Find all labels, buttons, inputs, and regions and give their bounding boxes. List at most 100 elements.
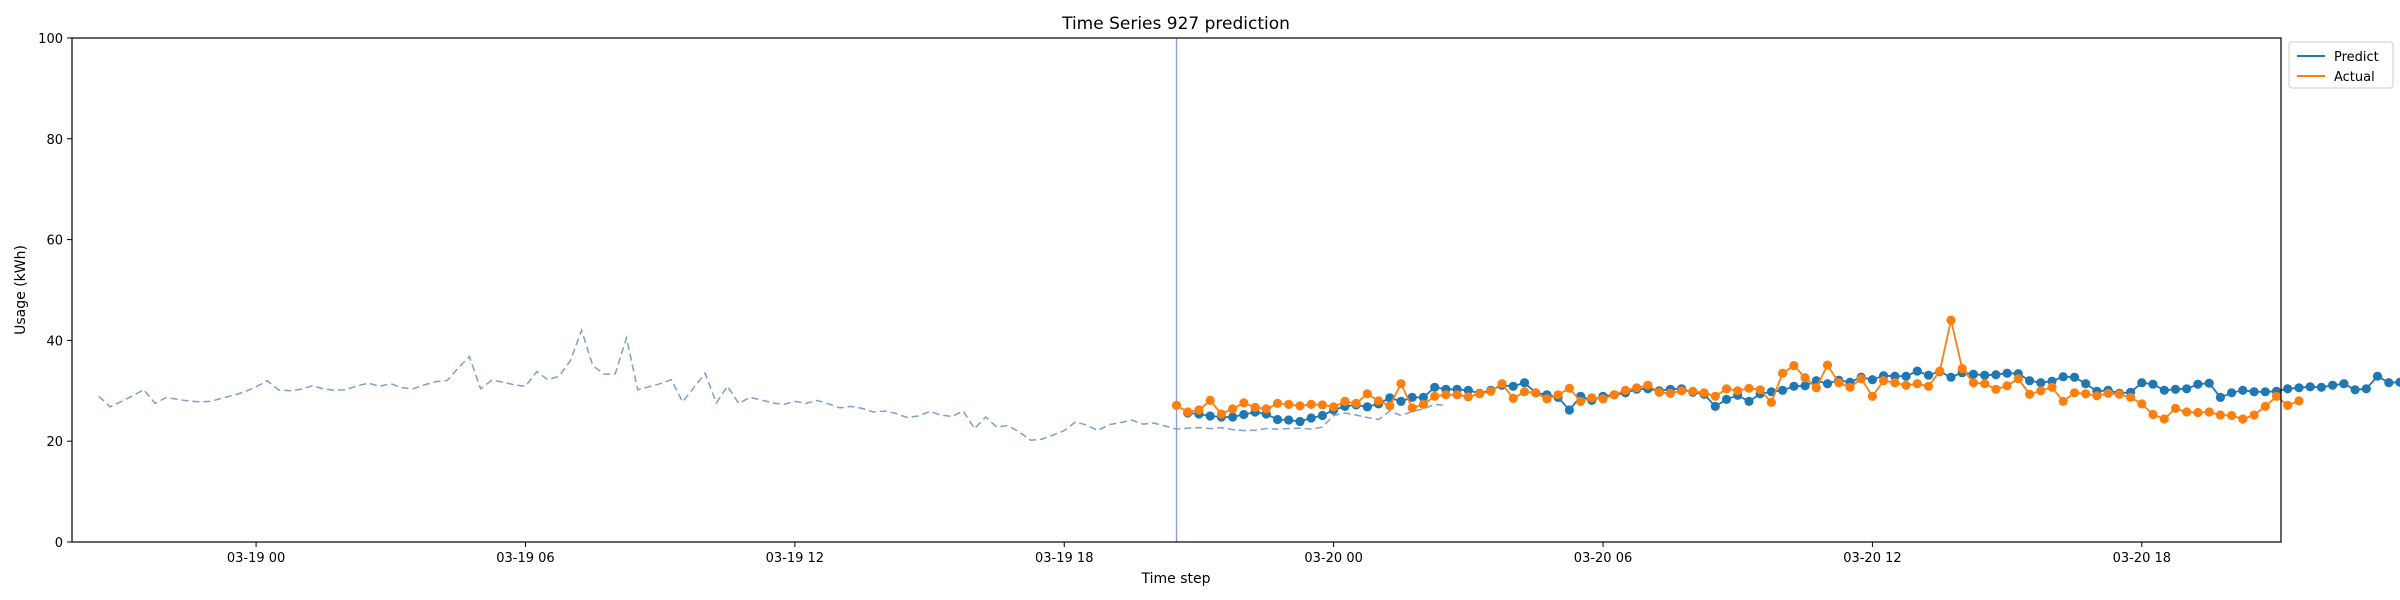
actual-point-26 bbox=[1463, 392, 1473, 402]
actual-point-16 bbox=[1351, 398, 1361, 408]
actual-point-88 bbox=[2159, 414, 2169, 424]
predict-point-20 bbox=[1407, 392, 1417, 402]
actual-point-99 bbox=[2283, 400, 2293, 410]
predict-point-98 bbox=[2283, 384, 2293, 394]
x-tick-label-5: 03-20 06 bbox=[1574, 551, 1632, 566]
actual-point-18 bbox=[1373, 396, 1384, 406]
predict-point-91 bbox=[2204, 378, 2214, 388]
actual-point-79 bbox=[2058, 396, 2068, 406]
predict-point-4 bbox=[1228, 412, 1238, 422]
actual-point-20 bbox=[1396, 379, 1406, 389]
predict-point-30 bbox=[1519, 378, 1530, 388]
predict-point-29 bbox=[1508, 381, 1518, 391]
predict-point-8 bbox=[1272, 414, 1283, 425]
actual-point-47 bbox=[1699, 388, 1709, 398]
actual-point-55 bbox=[1789, 361, 1799, 371]
axes-layer: 0 20 40 60 80 100 03-19 00 03-19 06 03-19 12 03-1… bbox=[38, 32, 2282, 566]
legend-label-predict: Predict bbox=[2334, 50, 2379, 65]
x-tick-label-2: 03-19 12 bbox=[766, 551, 824, 566]
predict-point-19 bbox=[1396, 396, 1406, 406]
actual-point-98 bbox=[2271, 391, 2282, 401]
actual-point-36 bbox=[1576, 396, 1586, 406]
actual-point-35 bbox=[1564, 383, 1574, 393]
actual-point-63 bbox=[1879, 376, 1889, 386]
actual-point-43 bbox=[1654, 387, 1664, 397]
predict-point-102 bbox=[2328, 380, 2338, 390]
actual-point-66 bbox=[1912, 379, 1922, 389]
actual-point-89 bbox=[2170, 403, 2181, 413]
predict-point-100 bbox=[2305, 382, 2315, 392]
actual-point-28 bbox=[1486, 386, 1496, 396]
predict-point-101 bbox=[2316, 382, 2326, 392]
predict-point-72 bbox=[1991, 370, 2001, 380]
actual-point-97 bbox=[2260, 401, 2270, 411]
actual-point-74 bbox=[2002, 381, 2012, 391]
actual-point-87 bbox=[2148, 409, 2158, 420]
actual-point-96 bbox=[2249, 410, 2259, 420]
actual-point-94 bbox=[2227, 410, 2237, 421]
predict-point-76 bbox=[2036, 378, 2046, 388]
actual-point-95 bbox=[2238, 414, 2248, 424]
actual-point-75 bbox=[2013, 374, 2023, 384]
actual-point-33 bbox=[1542, 394, 1552, 404]
actual-point-21 bbox=[1407, 403, 1417, 413]
actual-point-86 bbox=[2137, 399, 2147, 409]
actual-point-40 bbox=[1620, 385, 1631, 395]
actual-point-41 bbox=[1632, 383, 1642, 393]
predict-point-93 bbox=[2227, 388, 2237, 398]
actual-point-15 bbox=[1340, 396, 1350, 406]
actual-point-61 bbox=[1856, 374, 1866, 384]
actual-point-9 bbox=[1272, 398, 1283, 408]
actual-point-44 bbox=[1665, 388, 1675, 398]
predict-point-10 bbox=[1295, 416, 1305, 427]
actual-point-71 bbox=[1968, 378, 1978, 388]
actual-point-59 bbox=[1834, 378, 1844, 388]
actual-point-54 bbox=[1778, 368, 1788, 378]
actual-point-24 bbox=[1441, 390, 1451, 400]
actual-point-80 bbox=[2069, 388, 2080, 398]
actual-point-83 bbox=[2103, 388, 2113, 398]
actual-point-56 bbox=[1800, 373, 1810, 383]
predict-point-99 bbox=[2294, 383, 2304, 393]
predict-point-87 bbox=[2159, 385, 2169, 395]
x-tick-label-0: 03-19 00 bbox=[227, 551, 285, 566]
y-tick-label-5: 100 bbox=[38, 32, 63, 47]
actual-point-72 bbox=[1980, 379, 1990, 389]
legend-label-actual: Actual bbox=[2334, 70, 2375, 85]
actual-point-11 bbox=[1295, 401, 1305, 411]
actual-point-17 bbox=[1362, 389, 1372, 399]
predict-point-66 bbox=[1923, 370, 1934, 380]
predict-point-96 bbox=[2260, 387, 2270, 397]
actual-point-38 bbox=[1598, 394, 1608, 404]
predict-point-11 bbox=[1306, 413, 1316, 423]
x-tick-label-4: 03-20 00 bbox=[1304, 551, 1362, 566]
actual-point-68 bbox=[1935, 366, 1945, 376]
actual-point-93 bbox=[2215, 410, 2225, 420]
actual-point-100 bbox=[2294, 396, 2304, 406]
y-tick-label-3: 60 bbox=[46, 234, 63, 249]
actual-point-10 bbox=[1284, 399, 1294, 409]
predict-point-5 bbox=[1239, 409, 1249, 420]
predict-point-105 bbox=[2361, 384, 2371, 394]
actual-point-25 bbox=[1452, 390, 1462, 400]
actual-point-42 bbox=[1643, 380, 1653, 390]
actual-point-19 bbox=[1385, 401, 1395, 411]
predict-point-94 bbox=[2238, 385, 2248, 395]
predict-point-34 bbox=[1564, 405, 1574, 415]
actual-point-46 bbox=[1688, 386, 1698, 396]
legend: Predict Actual bbox=[2288, 41, 2394, 89]
actual-point-92 bbox=[2204, 407, 2214, 417]
x-tick-label-1: 03-19 06 bbox=[496, 551, 554, 566]
actual-series bbox=[1171, 315, 2304, 424]
actual-point-91 bbox=[2193, 407, 2203, 418]
series-layer bbox=[98, 315, 2400, 441]
predict-point-70 bbox=[1968, 369, 1978, 379]
actual-point-7 bbox=[1250, 402, 1260, 412]
predict-point-103 bbox=[2339, 379, 2349, 389]
predict-point-90 bbox=[2193, 379, 2203, 389]
actual-point-50 bbox=[1733, 386, 1743, 396]
predict-point-61 bbox=[1867, 375, 1877, 385]
actual-point-65 bbox=[1901, 380, 1911, 390]
x-axis-label: Time step bbox=[1141, 571, 1211, 587]
